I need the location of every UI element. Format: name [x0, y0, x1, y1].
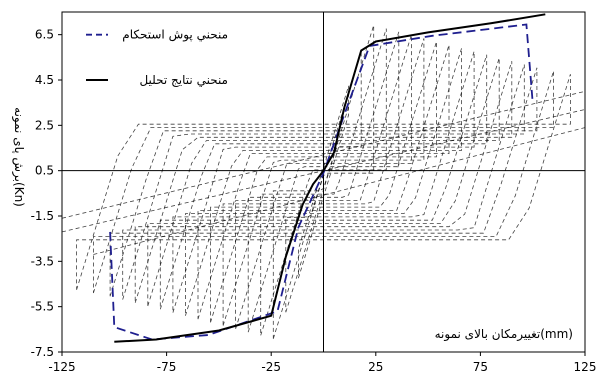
hysteresis-loops: [62, 25, 585, 339]
x-tick-label: -125: [48, 360, 75, 374]
series-analysis-curve: [114, 13, 546, 343]
hysteresis-group: [62, 25, 585, 339]
legend-label-analysis: منحني نتايج تحليل: [139, 73, 228, 87]
y-axis-label: برش پای نمونه(Kn): [11, 107, 26, 207]
hysteresis-loop: [210, 41, 437, 323]
series-envelope-curve: [109, 23, 534, 341]
hysteresis-loop: [235, 34, 412, 330]
legend: منحني پوش استحكام منحني نتايج تحليل: [86, 28, 228, 87]
hysteresis-loop: [260, 28, 387, 336]
hysteresis-loop: [247, 31, 400, 333]
y-tick-label: 4.5: [35, 73, 54, 87]
axes: [61, 11, 586, 353]
legend-label-envelope: منحني پوش استحكام: [122, 28, 228, 43]
hysteresis-loop: [172, 51, 475, 313]
x-tick-label: 25: [368, 360, 383, 374]
x-tick-label: -75: [157, 360, 177, 374]
hysteresis-cycle: [93, 127, 585, 255]
hysteresis-loop: [272, 25, 375, 339]
hysteresis-loop: [147, 57, 500, 307]
series-layer: [109, 13, 546, 343]
hysteresis-loop: [222, 38, 425, 326]
tick-labels: -125 -75 -25 25 75 125 6.5 4.5 2.5 0.5 -1.5 -3.5 -5.…: [31, 28, 597, 374]
y-tick-label: -5.5: [31, 300, 54, 314]
hysteresis-loop: [109, 67, 538, 297]
x-axis-label: تغییرمکان بالای نمونه(mm): [435, 327, 573, 342]
y-tick-label: -1.5: [31, 209, 54, 223]
hysteresis-loop: [185, 48, 462, 316]
hysteresis-loop: [76, 74, 571, 290]
y-tick-label: -3.5: [31, 254, 54, 268]
hysteresis-loop: [159, 54, 488, 310]
x-tick-label: 125: [574, 360, 597, 374]
y-tick-label: -7.5: [31, 345, 54, 359]
x-tick-label: 75: [473, 360, 488, 374]
y-tick-label: 2.5: [35, 118, 54, 132]
y-tick-label: 0.5: [35, 164, 54, 178]
y-tick-label: 6.5: [35, 28, 54, 42]
hysteresis-loop: [285, 51, 362, 313]
hysteresis-loop: [298, 85, 349, 279]
x-tick-label: -25: [261, 360, 281, 374]
hysteresis-loop: [134, 61, 513, 303]
hysteresis-loop: [93, 70, 554, 294]
hysteresis-loop: [122, 64, 525, 300]
